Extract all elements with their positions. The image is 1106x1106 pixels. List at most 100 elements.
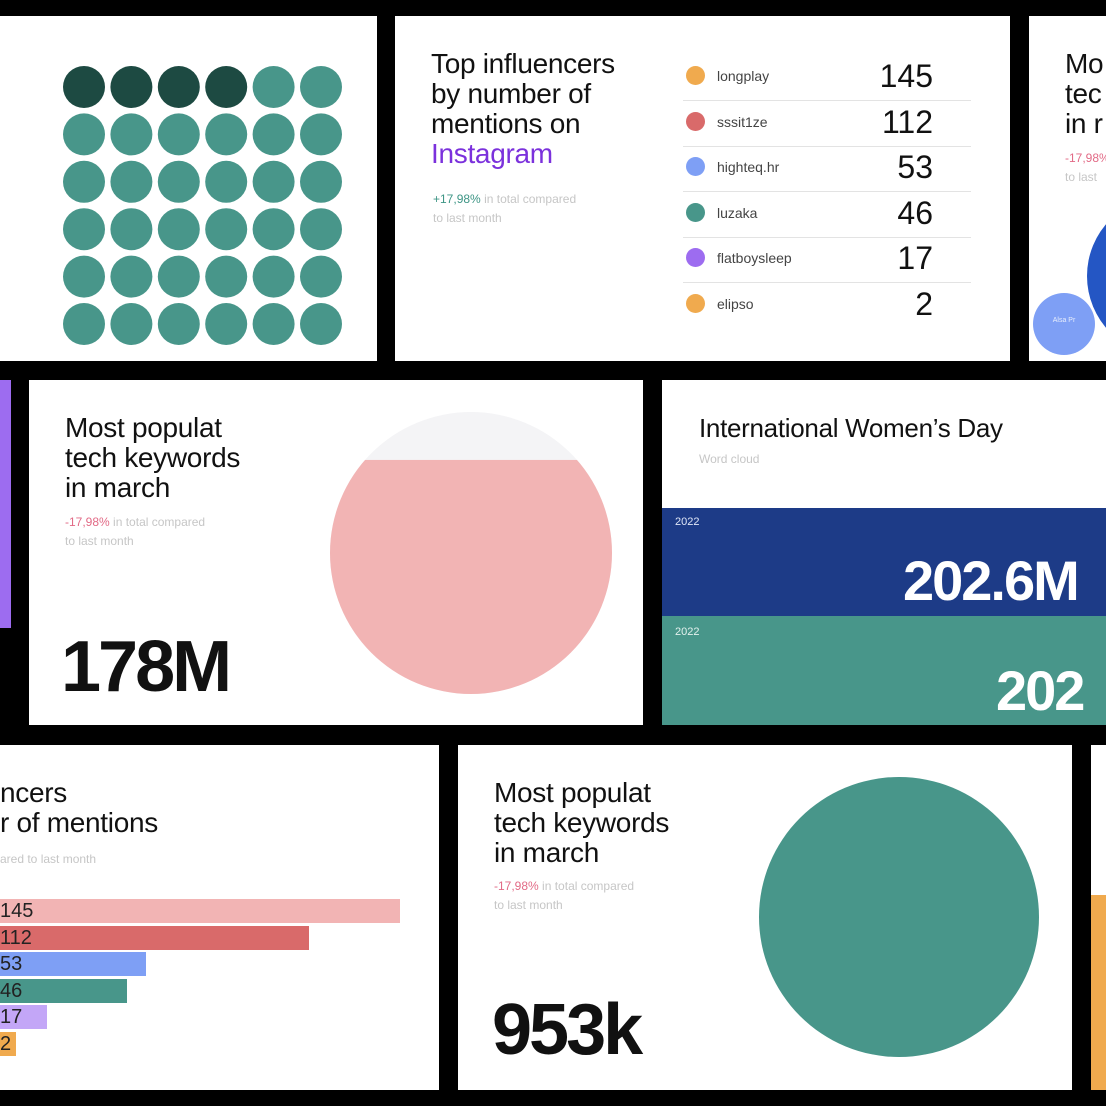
purple-strip bbox=[0, 380, 11, 628]
keywords-pink-change: -17,98% in total compared to last month bbox=[65, 513, 205, 551]
influencers-change-text: in total compared bbox=[484, 192, 577, 206]
bar-card-title: ncers r of mentions bbox=[0, 778, 158, 838]
dot bbox=[157, 160, 200, 203]
keywords-teal-big-value: 953k bbox=[492, 990, 643, 1070]
bar-value-label: 46 bbox=[0, 979, 23, 1002]
bar-row: 145 bbox=[0, 899, 400, 923]
dot bbox=[157, 113, 200, 156]
dot bbox=[110, 113, 153, 156]
dot-grid-card bbox=[0, 16, 377, 361]
influencer-name: elipso bbox=[717, 295, 754, 312]
partial-keywords-card: Mo tec in r -17,98% to last Alsa Pr bbox=[1029, 16, 1106, 361]
dot bbox=[205, 160, 248, 203]
influencer-dot bbox=[686, 202, 705, 222]
keywords-pink-change-line2: to last month bbox=[65, 534, 134, 548]
dot bbox=[252, 160, 295, 203]
dot bbox=[300, 255, 342, 298]
keywords-teal-title-line-1: Most populat bbox=[494, 777, 651, 808]
influencer-value: 112 bbox=[881, 103, 933, 140]
influencers-title-line-1: Top influencers bbox=[431, 48, 615, 79]
keywords-pink-change-value: -17,98% bbox=[65, 515, 110, 529]
dot bbox=[63, 160, 105, 203]
keywords-teal-change-text: in total compared bbox=[542, 879, 635, 893]
dot bbox=[63, 255, 105, 298]
circle-fill bbox=[330, 459, 612, 694]
dot bbox=[157, 208, 200, 251]
influencer-row: luzaka 46 bbox=[683, 192, 971, 238]
partial-title-line-3: in r bbox=[1065, 108, 1103, 139]
dot bbox=[300, 208, 342, 251]
womens-day-band-navy-year: 2022 bbox=[675, 516, 700, 528]
dot bbox=[157, 255, 200, 298]
bar-value-label: 145 bbox=[0, 900, 34, 922]
dot bbox=[110, 303, 153, 345]
influencer-value: 46 bbox=[897, 194, 933, 231]
keywords-teal-title: Most populat tech keywords in march bbox=[494, 778, 669, 868]
keywords-pink-title-line-1: Most populat bbox=[65, 412, 222, 443]
womens-day-band-teal: 2022 202 bbox=[662, 616, 1106, 725]
dot bbox=[252, 113, 295, 156]
influencer-value: 17 bbox=[897, 240, 933, 276]
influencers-change-line2: to last month bbox=[433, 211, 502, 225]
influencers-title-line-3: mentions on bbox=[431, 108, 581, 139]
dot-highlighted bbox=[110, 66, 153, 108]
womens-day-band-navy-value: 202.6M bbox=[903, 549, 1080, 612]
dot bbox=[63, 303, 105, 345]
influencer-row: longplay 145 bbox=[683, 55, 971, 101]
bar-mark bbox=[0, 1005, 47, 1030]
bar-mark bbox=[0, 978, 127, 1003]
influencer-value: 2 bbox=[915, 285, 933, 322]
influencers-title: Top influencers by number of mentions on… bbox=[431, 49, 615, 169]
dot-grid-chart bbox=[63, 66, 342, 345]
influencer-row: sssit1ze 112 bbox=[683, 101, 971, 147]
bar-value-label: 53 bbox=[0, 953, 23, 976]
influencer-name: luzaka bbox=[717, 204, 758, 221]
influencer-dot bbox=[686, 111, 705, 131]
influencers-change: +17,98% in total compared to last month bbox=[433, 190, 576, 228]
partial-title-line-2: tec bbox=[1065, 78, 1102, 109]
dot bbox=[300, 113, 342, 156]
bar-card-title-line-2: r of mentions bbox=[0, 807, 158, 838]
dot bbox=[300, 303, 342, 345]
bar-value-label: 17 bbox=[0, 1006, 23, 1029]
dot bbox=[157, 303, 200, 345]
bar-row: 53 bbox=[0, 952, 146, 977]
keywords-teal-change-value: -17,98% bbox=[494, 879, 539, 893]
bar-value-label: 2 bbox=[0, 1033, 12, 1055]
dot bbox=[205, 303, 248, 345]
influencer-name: highteq.hr bbox=[717, 159, 780, 175]
influencer-value: 53 bbox=[897, 149, 933, 185]
keywords-pink-title: Most populat tech keywords in march bbox=[65, 413, 240, 503]
partial-orange-card bbox=[1091, 745, 1106, 1090]
influencer-value: 145 bbox=[879, 58, 933, 94]
bar-row: 112 bbox=[0, 925, 309, 950]
influencers-title-line-2: by number of bbox=[431, 78, 591, 109]
influencer-name: flatboysleep bbox=[717, 250, 792, 266]
partial-title: Mo tec in r bbox=[1065, 48, 1104, 139]
dot bbox=[205, 208, 248, 251]
influencers-change-value: +17,98% bbox=[433, 192, 481, 206]
bar-mark bbox=[0, 899, 400, 923]
dot bbox=[252, 66, 295, 108]
keywords-teal-change: -17,98% in total compared to last month bbox=[494, 877, 634, 915]
partial-title-line-1: Mo bbox=[1065, 48, 1104, 79]
dot-highlighted bbox=[205, 66, 248, 108]
dot-highlighted bbox=[63, 66, 105, 108]
womens-day-band-teal-year: 2022 bbox=[675, 626, 700, 638]
keywords-teal-card: Most populat tech keywords in march -17,… bbox=[458, 745, 1072, 1090]
keywords-pink-fill-circle bbox=[330, 412, 612, 694]
bar-mark bbox=[0, 952, 146, 977]
keywords-teal-change-line2: to last month bbox=[494, 898, 563, 912]
dot bbox=[252, 303, 295, 345]
influencer-name: sssit1ze bbox=[717, 113, 768, 130]
dot bbox=[63, 113, 105, 156]
influencers-list-card: Top influencers by number of mentions on… bbox=[395, 16, 1010, 361]
womens-day-subtitle: Word cloud bbox=[699, 452, 760, 466]
bar-card-title-line-1: ncers bbox=[0, 777, 67, 808]
bar-mark bbox=[0, 925, 309, 950]
womens-day-band-navy: 2022 202.6M bbox=[662, 508, 1106, 616]
dot bbox=[63, 208, 105, 251]
influencer-row: flatboysleep 17 bbox=[683, 237, 971, 283]
dot bbox=[252, 255, 295, 298]
small-bubble-label: Alsa Pr bbox=[1052, 317, 1076, 324]
